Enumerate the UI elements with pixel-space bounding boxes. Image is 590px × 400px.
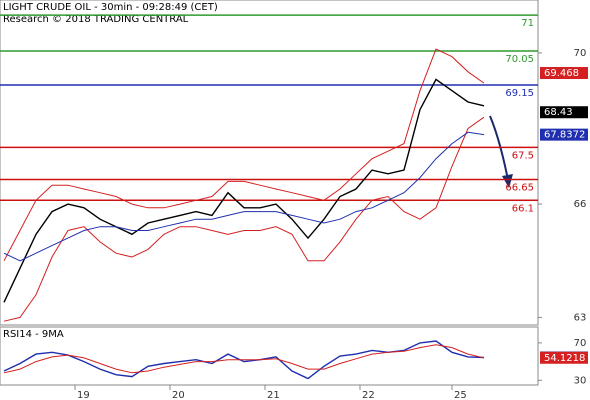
y-tick-label: 70 <box>574 48 587 59</box>
price-badge <box>540 351 588 364</box>
chart-title: LIGHT CRUDE OIL - 30min - 09:28:49 (CET) <box>3 2 218 13</box>
price-badge-label: 68.43 <box>544 107 573 118</box>
series-line <box>3 340 485 380</box>
x-tick-label: 22 <box>362 390 375 400</box>
price-badge <box>540 106 588 119</box>
level-label: 71 <box>521 18 534 29</box>
y-tick-label: 30 <box>574 375 587 386</box>
price-badge <box>540 128 588 141</box>
rsi-title: RSI14 - 9MA <box>3 329 64 340</box>
series-line <box>3 116 485 322</box>
x-tick-label: 19 <box>77 390 90 400</box>
level-label: 67.5 <box>512 150 534 161</box>
level-label: 70.05 <box>505 54 534 65</box>
price-badge-label: 67.8372 <box>544 130 585 141</box>
rsi-panel <box>0 326 539 386</box>
price-badge <box>540 67 588 80</box>
y-tick-label: 70 <box>574 338 587 349</box>
chart-subtitle: Research © 2018 TRADING CENTRAL <box>3 14 189 25</box>
level-label: 66.1 <box>512 203 534 214</box>
y-tick-label: 66 <box>574 199 587 210</box>
price-badge-label: 69.468 <box>544 68 579 79</box>
price-badge-label: 54.1218 <box>544 353 585 364</box>
series-line <box>3 344 485 374</box>
forecast-arrow <box>489 115 513 188</box>
y-tick-label: 63 <box>574 312 587 323</box>
series-line <box>3 131 485 262</box>
series-line <box>3 48 485 262</box>
x-tick-label: 25 <box>454 390 467 400</box>
level-label: 69.15 <box>505 88 534 99</box>
level-label: 66.65 <box>505 183 534 194</box>
x-tick-label: 21 <box>267 390 280 400</box>
series-line <box>3 78 485 303</box>
x-tick-label: 20 <box>172 390 185 400</box>
price-panel <box>0 0 539 326</box>
